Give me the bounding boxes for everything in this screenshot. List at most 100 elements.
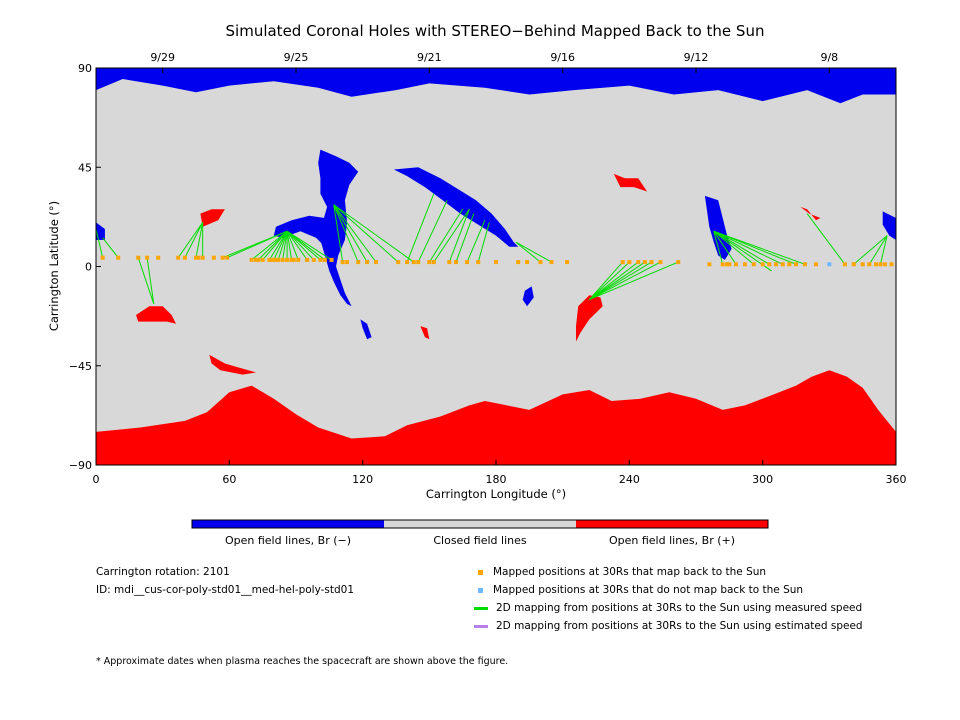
- legend-unmapped: Mapped positions at 30Rs that do not map…: [478, 584, 803, 596]
- mapped-position-point: [465, 260, 470, 265]
- measured-mapping-line: [868, 235, 888, 265]
- mapped-position-point: [620, 260, 625, 265]
- mapped-position-point: [751, 262, 756, 267]
- coronal-hole-positive: [613, 173, 648, 192]
- mapped-position-point: [340, 260, 345, 265]
- measured-mapping-line: [406, 193, 435, 263]
- measured-mapping-line: [713, 230, 755, 265]
- measured-mapping-line: [333, 204, 415, 263]
- measured-mapping-line: [589, 261, 652, 301]
- measured-mapping-line: [588, 261, 630, 300]
- measured-mapping-line: [853, 235, 888, 265]
- date-axis-ticks: 9/29 9/25 9/21 9/16 9/12 9/8: [150, 51, 838, 73]
- coronal-hole-negative: [704, 195, 732, 260]
- measured-mapping-line: [146, 257, 155, 305]
- mapped-position-point: [720, 262, 725, 267]
- mapped-position-point: [318, 257, 323, 262]
- colorbar-label-positive: Open field lines, Br (+): [608, 534, 736, 547]
- colorbar: [191, 519, 769, 529]
- mapped-position-point: [345, 260, 350, 265]
- y-tick-label: 0: [85, 261, 92, 274]
- coronal-hole-negative: [360, 319, 372, 340]
- measured-mapping-line: [102, 237, 119, 258]
- y-axis-ticks: −90 −45 0 45 90: [69, 62, 101, 472]
- measured-mapping-line: [477, 222, 490, 263]
- mapped-position-point: [256, 257, 261, 262]
- colorbar-open-positive: [576, 520, 768, 528]
- mapped-position-point: [814, 262, 818, 267]
- mapped-position-point: [211, 255, 216, 260]
- mapped-position-point: [525, 260, 530, 265]
- mapped-position-point: [411, 260, 416, 265]
- mapped-position-point: [291, 257, 296, 262]
- x-tick-label: 120: [352, 473, 373, 486]
- mapped-position-point: [549, 260, 554, 265]
- mapped-position-point: [727, 262, 732, 267]
- measured-mapping-line: [448, 208, 470, 263]
- mapped-position-point: [725, 262, 730, 267]
- measured-mapping-line: [713, 230, 806, 265]
- mapped-position-point: [374, 260, 378, 265]
- measured-mapping-line: [286, 230, 332, 261]
- mapped-position-point: [516, 260, 521, 265]
- mapped-position-point: [565, 260, 570, 265]
- mapped-position-point: [356, 260, 361, 265]
- mapped-position-point: [447, 260, 452, 265]
- measured-mapping-line: [226, 230, 288, 259]
- measured-mapping-line: [286, 230, 326, 261]
- mapped-position-point: [760, 262, 765, 267]
- date-tick-label: 9/21: [417, 51, 442, 64]
- measured-mapping-line: [515, 241, 552, 263]
- mapped-position-point: [322, 257, 327, 262]
- mapped-position-point: [280, 257, 285, 262]
- mapped-position-point: [454, 260, 458, 265]
- mapped-position-point: [878, 262, 883, 267]
- measured-mapping-line: [433, 208, 470, 263]
- colorbar-closed: [384, 520, 576, 528]
- mapped-position-point: [774, 262, 778, 267]
- mapped-position-point: [100, 255, 105, 260]
- mapped-position-point: [780, 262, 785, 267]
- mapped-position-point: [476, 260, 481, 265]
- mapped-points: [100, 255, 894, 267]
- mapped-position-point: [276, 257, 281, 262]
- measured-mapping-line: [589, 261, 661, 301]
- mapped-position-point: [136, 255, 141, 260]
- mapped-position-point: [642, 260, 647, 265]
- measured-mapping-line: [713, 230, 770, 265]
- measured-mapping-line: [257, 230, 288, 261]
- measured-mapping-line: [466, 219, 486, 263]
- measured-mapping-line: [333, 204, 344, 263]
- y-tick-label: −45: [69, 360, 92, 373]
- mapped-position-point: [882, 262, 887, 267]
- measured-mapping-line: [333, 204, 368, 263]
- measured-mapping-line: [515, 241, 541, 263]
- measured-mapping-line: [262, 230, 288, 261]
- mapped-position-point: [802, 262, 807, 267]
- footnote: * Approximate dates when plasma reaches …: [96, 656, 509, 667]
- mapped-position-point: [494, 260, 498, 265]
- mapped-position-point: [794, 262, 798, 267]
- mapped-position-point: [742, 262, 747, 267]
- mapped-position-point: [267, 257, 272, 262]
- measured-mapping-line: [333, 204, 377, 263]
- carrington-rotation: Carrington rotation: 2101: [96, 566, 230, 578]
- chart-title: Simulated Coronal Holes with STEREO−Behi…: [226, 22, 765, 40]
- colorbar-frame: [191, 519, 769, 529]
- legend-mapped-label: Mapped positions at 30Rs that map back t…: [493, 566, 767, 578]
- mapped-position-point: [116, 255, 121, 260]
- mapped-position-point: [254, 257, 258, 262]
- measured-mapping-line: [195, 222, 204, 258]
- colorbar-label-negative: Open field lines, Br (−): [224, 534, 352, 547]
- mapped-position-point: [145, 255, 150, 260]
- mapped-position-point: [676, 260, 681, 265]
- measured-mapping-line: [806, 213, 846, 265]
- mapped-position-point: [196, 255, 201, 260]
- mapped-position-point: [658, 260, 663, 265]
- measured-mapping-line: [589, 261, 679, 301]
- measured-mapping-line: [333, 204, 399, 263]
- model-id: ID: mdi__cus-cor-poly-std01__med-hel-pol…: [96, 584, 355, 596]
- mapped-position-point: [274, 257, 278, 262]
- measured-mapping-line: [184, 222, 204, 258]
